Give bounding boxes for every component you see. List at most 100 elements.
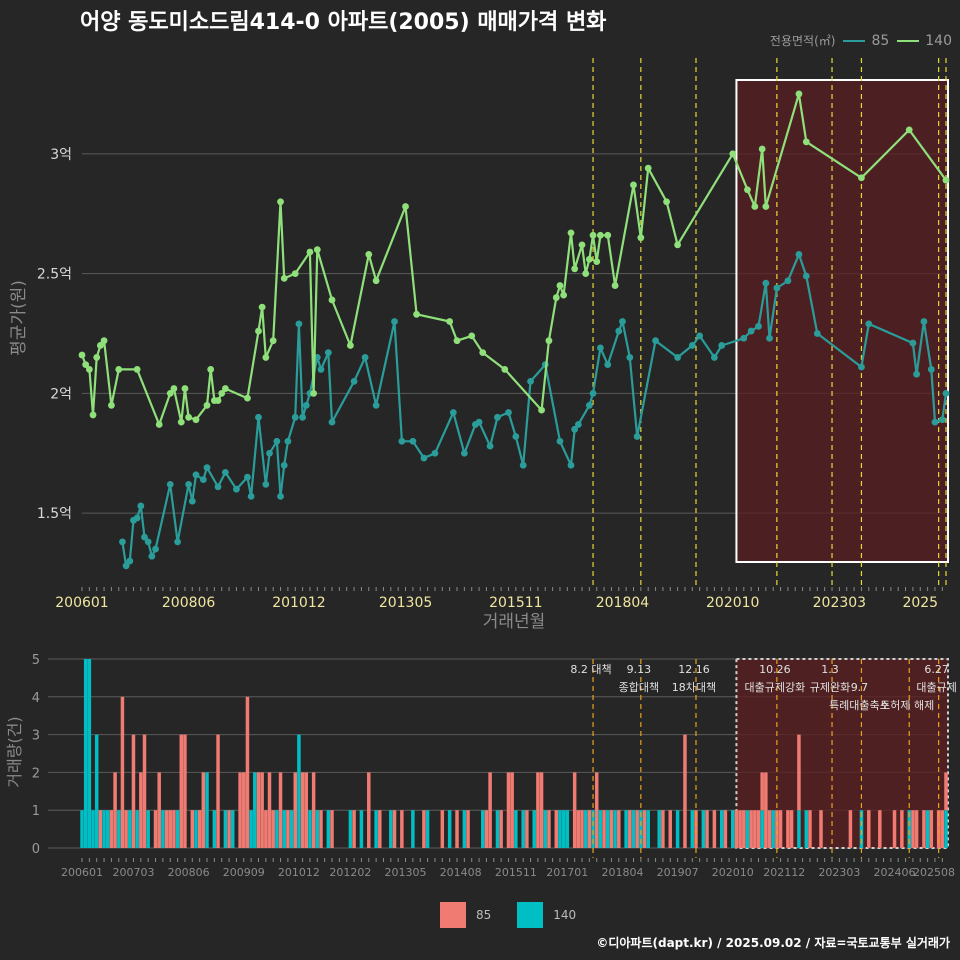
price-ytick-label: 1.5억 [37,506,72,522]
volume-bar-85 [764,772,768,848]
volume-ytick-label: 0 [32,842,40,857]
volume-bar-85 [712,810,717,848]
price-point-140 [192,416,200,424]
volume-bar-140 [87,659,92,848]
price-point-85 [361,354,369,361]
volume-xtick-label: 201804 [601,866,643,879]
volume-xtick-label: 200703 [112,866,154,879]
volume-bar-140 [690,810,695,848]
volume-bar-85 [642,810,647,848]
volume-bar-85 [609,810,614,848]
volume-bar-140 [907,810,911,848]
price-point-85 [589,389,597,397]
volume-bar-140 [646,810,650,848]
credit-text: ©디아파트(dapt.kr) / 2025.09.02 / 자료=국토교통부 실… [596,936,950,950]
volume-bar-85 [499,810,503,848]
volume-bar-140 [447,810,452,848]
price-point-85 [255,413,262,421]
price-point-140 [269,337,277,345]
legend-item-85: 85 [843,33,889,49]
volume-annotation-text: 9.7 [851,681,869,694]
volume-xtick-label: 202112 [763,866,805,879]
price-point-140 [795,90,803,98]
volume-bar-140 [598,810,603,848]
volume-bar-85 [819,810,823,848]
volume-bar-85 [367,772,371,848]
volume-bar-85 [227,810,231,848]
price-point-140 [402,203,409,210]
volume-xtick-label: 202508 [913,866,955,879]
price-point-140 [262,354,270,361]
volume-annotation-text: 규제완화 [810,681,850,694]
price-point-140 [479,349,487,357]
volume-bar-140 [117,810,121,848]
volume-bar-140 [348,810,353,848]
volume-bar-85 [172,810,176,848]
volume-bar-85 [139,772,143,848]
volume-annotation-text: 1.3 [821,663,839,676]
price-point-140 [310,389,318,397]
volume-bar-140 [359,810,364,848]
volume-yaxis-label: 거래량(건) [5,716,24,787]
price-point-85 [188,497,196,505]
volume-bar-140 [731,810,735,848]
price-point-85 [233,485,240,493]
volume-bar-140 [282,810,286,848]
price-point-85 [585,401,593,409]
price-point-140 [280,274,288,282]
volume-bar-85 [400,810,404,848]
price-point-140 [905,126,913,134]
volume-xtick-label: 201202 [329,866,371,879]
price-legend: 전용면적(㎡) 85 140 [770,32,952,49]
legend-label-85: 85 [871,32,890,49]
price-point-140 [630,181,637,189]
volume-bar-85 [260,772,264,848]
volume-bar-85 [749,810,753,848]
volume-bar-140 [425,810,430,848]
volume-annotation-text: 대출규제강화 [745,681,806,694]
price-point-85 [280,461,288,469]
price-point-140 [100,337,108,345]
price-point-140 [858,174,865,182]
volume-bar-85 [422,810,426,848]
price-point-140 [762,203,770,210]
volume-bar-85 [392,810,397,848]
volume-bar-140 [543,810,547,848]
price-point-85 [266,449,273,457]
legend-item-140: 140 [897,33,952,49]
price-point-85 [813,330,821,337]
price-point-140 [133,366,141,373]
price-point-140 [155,421,163,428]
volume-bar-85 [330,810,334,848]
price-point-85 [350,377,358,385]
price-point-140 [166,389,174,397]
volume-bar-140 [631,810,636,848]
volume-bar-85 [267,772,272,848]
price-point-85 [420,454,428,462]
volume-annotation-text: 6.27 [924,663,949,676]
volume-bar-85 [936,810,941,848]
price-point-85 [122,562,130,570]
price-point-85 [505,409,512,416]
price-point-85 [571,425,579,433]
volume-annotation-text: 12.16 [678,663,710,676]
price-point-85 [556,437,564,445]
price-point-85 [747,327,755,335]
volume-bar-140 [591,810,595,848]
price-point-85 [317,366,325,373]
legend-swatch-85 [843,39,866,42]
price-point-85 [144,538,152,546]
price-point-140 [185,413,193,421]
price-point-140 [571,265,579,273]
volume-bar-140 [719,810,724,848]
price-point-140 [674,241,682,249]
price-point-140 [468,332,476,340]
volume-legend-item-85: 85 [440,902,491,928]
volume-annotation-text: 종합대책 [619,681,659,694]
volume-bar-85 [602,810,606,848]
volume-bar-140 [253,772,257,848]
volume-bar-140 [223,810,228,848]
price-point-140 [221,385,229,392]
volume-bar-85 [694,810,698,848]
volume-xtick-label: 202303 [818,866,860,879]
